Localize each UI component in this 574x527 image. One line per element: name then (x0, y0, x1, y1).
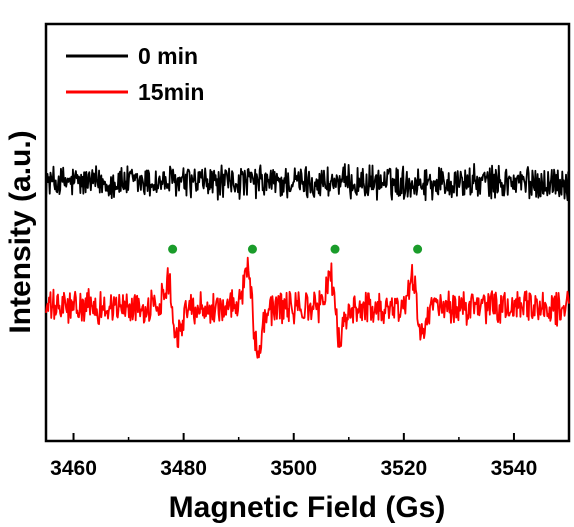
x-tick-label-0: 3460 (50, 457, 97, 480)
peak-marker-2 (330, 244, 340, 254)
peak-marker-3 (413, 244, 423, 254)
plot-area: 3460 3480 3500 3520 3540 (44, 22, 571, 480)
x-tick-label-2: 3500 (270, 457, 317, 480)
peak-marker-0 (168, 244, 178, 254)
peak-markers (168, 244, 423, 254)
y-axis-title: Intensity (a.u.) (4, 130, 37, 333)
x-axis-ticks: 3460 3480 3500 3520 3540 (50, 433, 537, 480)
peak-marker-1 (247, 244, 257, 254)
traces (45, 163, 570, 359)
x-tick-label-3: 3520 (380, 457, 427, 480)
x-tick-label-4: 3540 (491, 457, 538, 480)
plot-frame (44, 22, 571, 443)
legend: 0 min 15min (66, 43, 204, 105)
x-tick-label-1: 3480 (160, 457, 207, 480)
legend-label-15min: 15min (138, 79, 204, 105)
series-line-0-min (45, 163, 570, 202)
legend-label-0min: 0 min (138, 43, 198, 69)
x-axis-title: Magnetic Field (Gs) (169, 491, 446, 524)
series-line-15min (45, 256, 570, 359)
